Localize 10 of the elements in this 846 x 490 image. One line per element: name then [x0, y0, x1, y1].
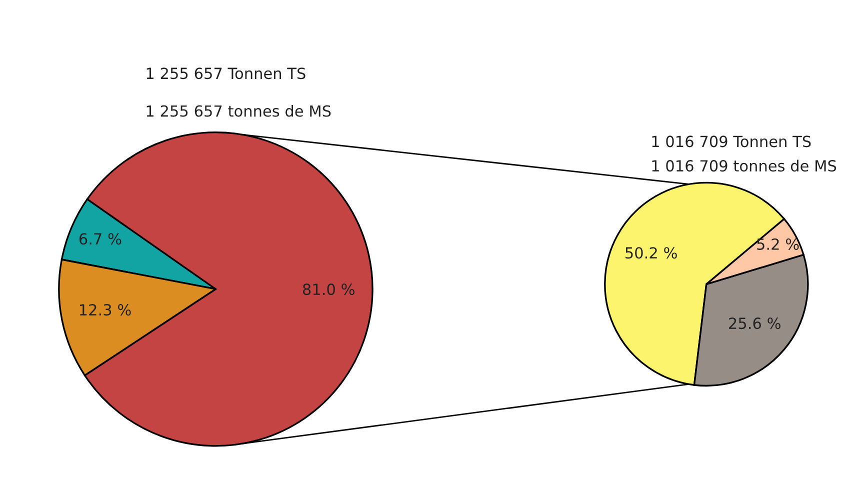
data-label: 6.7 % — [79, 233, 122, 245]
chart-title: 1 016 709 Tonnen TS — [652, 136, 811, 148]
data-label: 25.6 % — [729, 318, 780, 330]
chart-subtitle: 1 255 657 tonnes de MS — [146, 104, 331, 117]
chart-subtitle: 1 016 709 tonnes de MS — [652, 160, 836, 172]
data-label: 81.0 % — [302, 284, 354, 296]
data-label: 50.2 % — [626, 247, 677, 259]
data-label: 5.2 % — [757, 238, 799, 250]
chart-title: 1 255 657 Tonnen TS — [146, 68, 306, 80]
data-label: 12.3 % — [80, 304, 131, 316]
